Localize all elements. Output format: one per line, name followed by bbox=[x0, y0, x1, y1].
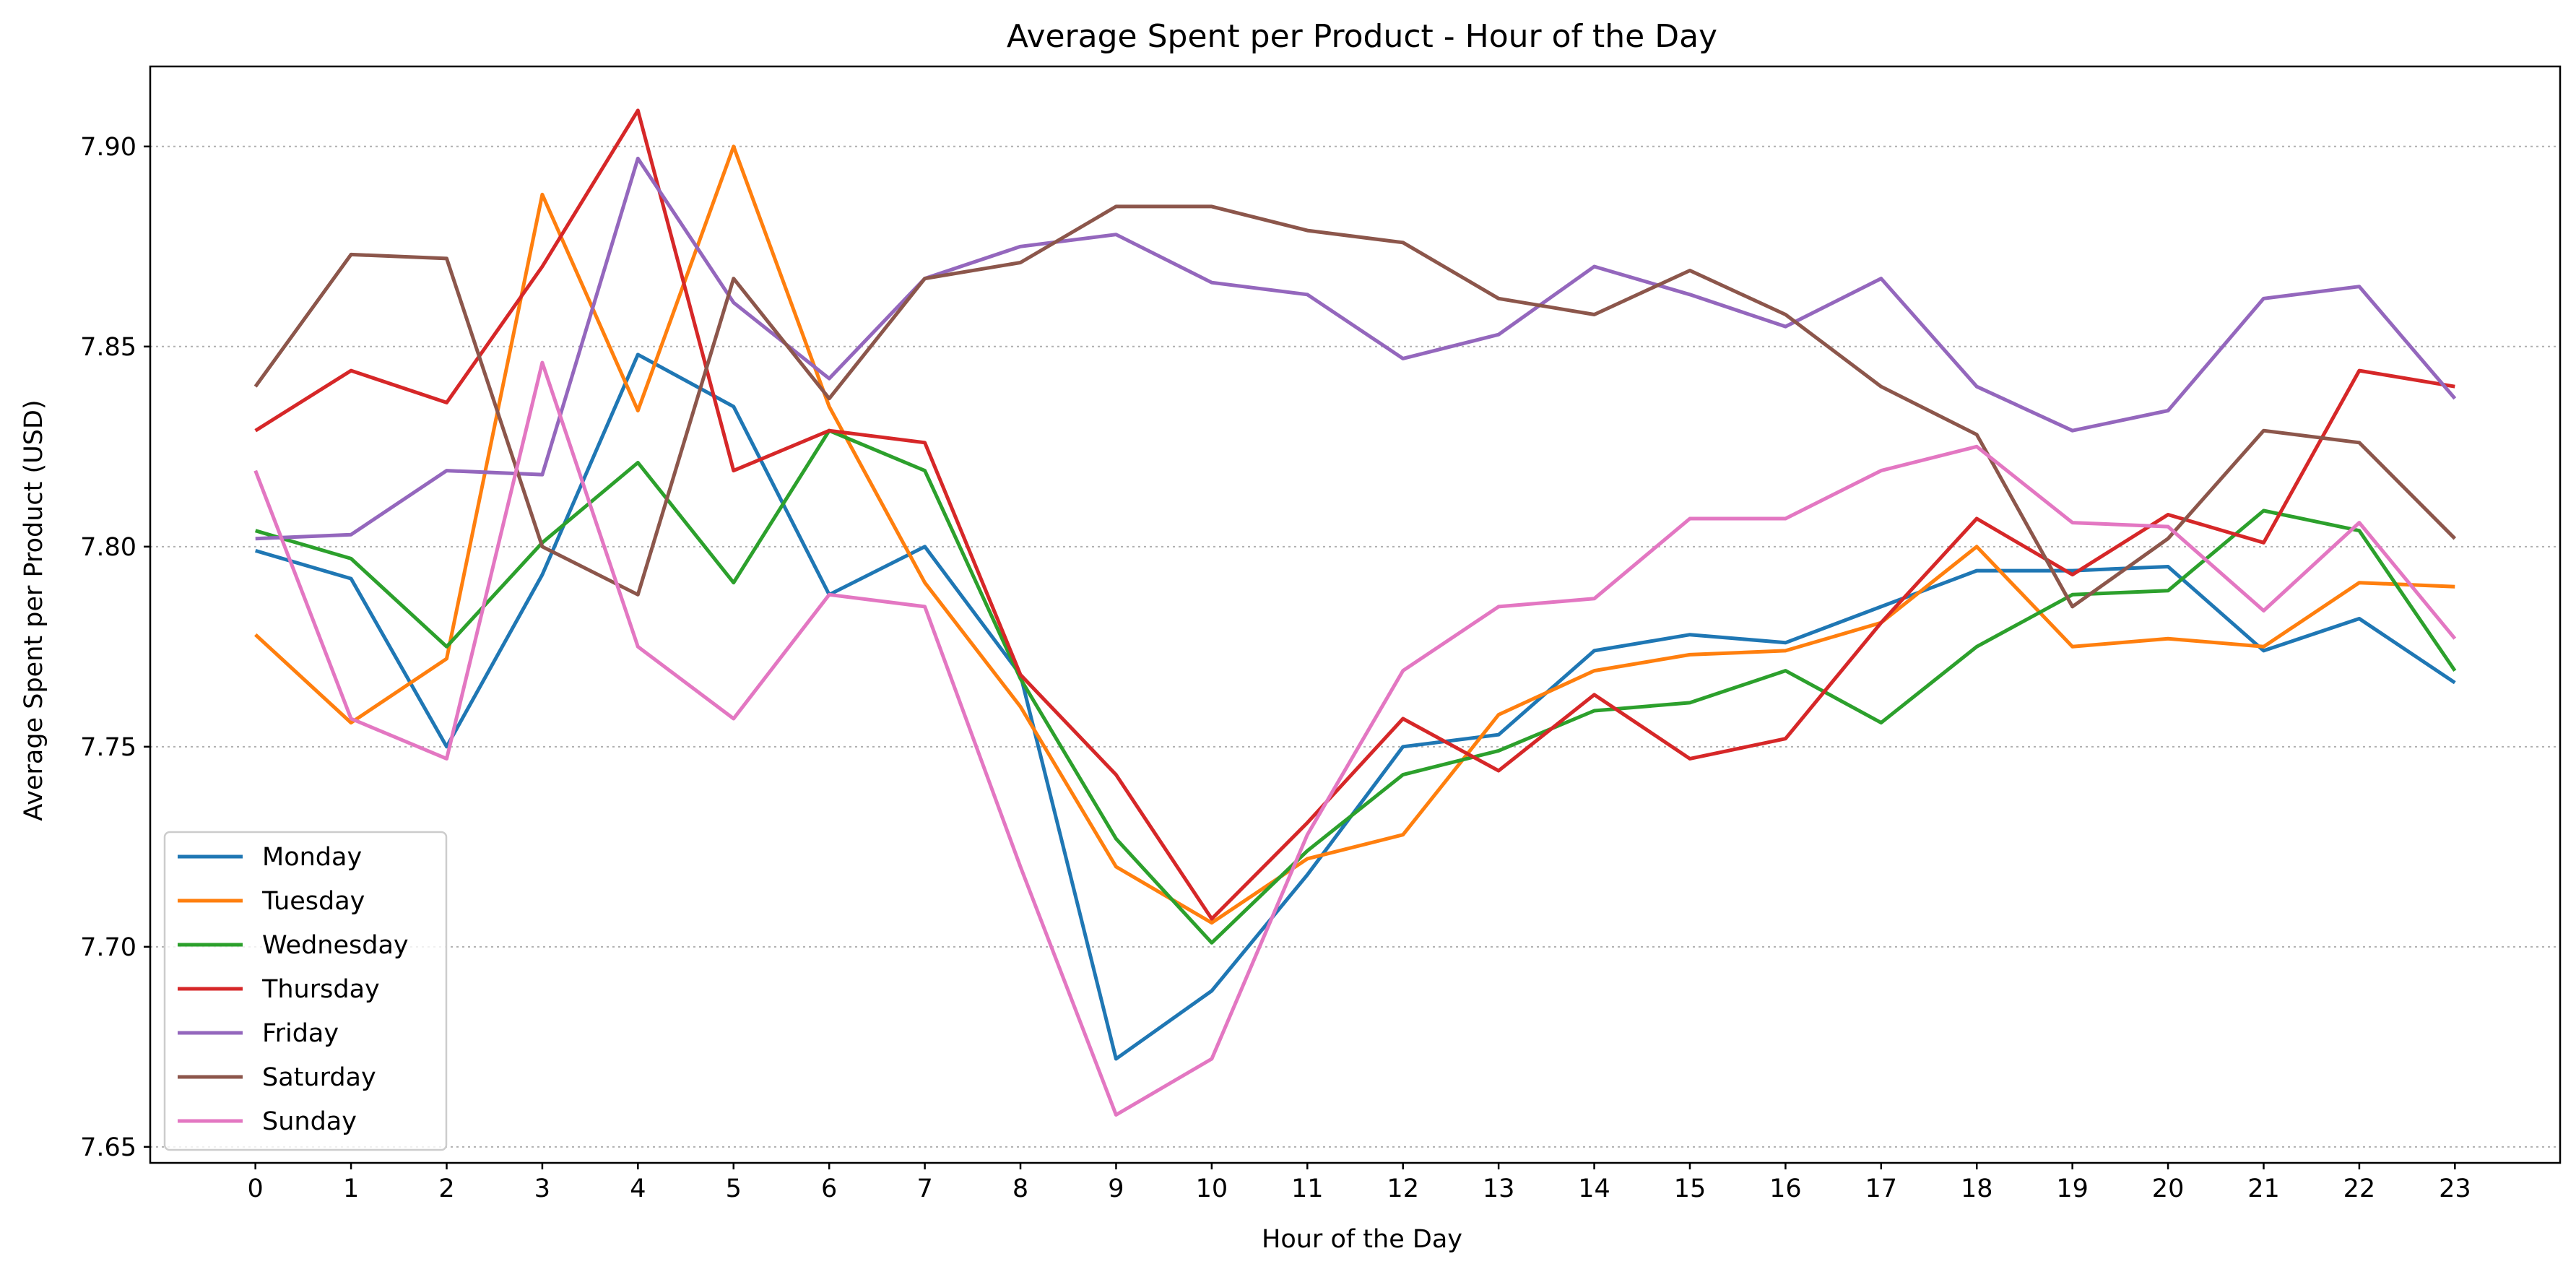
x-tick-label: 7 bbox=[916, 1174, 932, 1203]
legend-label-sunday: Sunday bbox=[262, 1107, 357, 1136]
y-tick-label: 7.80 bbox=[80, 533, 136, 562]
legend-frame bbox=[163, 831, 448, 1151]
x-tick-label: 13 bbox=[1483, 1174, 1515, 1203]
series-line-friday bbox=[255, 156, 2457, 541]
series-layer bbox=[253, 108, 2457, 1117]
series-line-sunday bbox=[253, 360, 2457, 1117]
x-tick-label: 8 bbox=[1012, 1174, 1028, 1203]
plot-area-frame bbox=[149, 65, 2562, 1164]
x-tick-label: 3 bbox=[534, 1174, 550, 1203]
y-axis: 7.65 7.70 7.75 7.80 7.85 7.90 bbox=[80, 133, 150, 1162]
x-tick-label: 15 bbox=[1674, 1174, 1707, 1203]
y-tick-label: 7.85 bbox=[80, 333, 136, 362]
legend-label-thursday: Thursday bbox=[261, 975, 380, 1004]
x-tick-label: 17 bbox=[1865, 1174, 1898, 1203]
x-tick-label: 4 bbox=[630, 1174, 646, 1203]
x-tick-label: 2 bbox=[438, 1174, 454, 1203]
x-axis-title: Hour of the Day bbox=[1262, 1225, 1462, 1254]
x-tick-label: 20 bbox=[2152, 1174, 2185, 1203]
legend-label-saturday: Saturday bbox=[262, 1063, 376, 1092]
x-tick-label: 19 bbox=[2056, 1174, 2089, 1203]
y-axis-title: Average Spent per Product (USD) bbox=[19, 399, 48, 821]
x-tick-label: 16 bbox=[1769, 1174, 1802, 1203]
legend: Monday Tuesday Wednesday Thursday Friday Satu… bbox=[163, 831, 448, 1151]
x-tick-label: 11 bbox=[1291, 1174, 1324, 1203]
series-line-thursday bbox=[254, 108, 2455, 921]
x-tick-label: 18 bbox=[1961, 1174, 1993, 1203]
legend-label-monday: Monday bbox=[262, 843, 362, 872]
chart-title: Average Spent per Product - Hour of the … bbox=[1007, 18, 1717, 55]
x-tick-label: 22 bbox=[2343, 1174, 2376, 1203]
x-tick-label: 12 bbox=[1387, 1174, 1419, 1203]
legend-label-friday: Friday bbox=[262, 1019, 339, 1048]
legend-label-wednesday: Wednesday bbox=[262, 931, 409, 960]
y-tick-label: 7.65 bbox=[80, 1133, 136, 1162]
x-tick-label: 14 bbox=[1578, 1174, 1610, 1203]
x-tick-label: 6 bbox=[821, 1174, 837, 1203]
x-tick-label: 23 bbox=[2439, 1174, 2471, 1203]
series-line-saturday bbox=[253, 204, 2457, 609]
series-line-tuesday bbox=[254, 144, 2455, 925]
x-axis: 0 1 2 3 4 5 6 7 8 9 10 11 12 13 14 15 16 17 18 19 20 21 22 23 bbox=[248, 1163, 2471, 1203]
x-tick-label: 21 bbox=[2247, 1174, 2280, 1203]
x-tick-label: 0 bbox=[248, 1174, 264, 1203]
x-tick-label: 1 bbox=[343, 1174, 359, 1203]
x-tick-label: 9 bbox=[1108, 1174, 1124, 1203]
y-tick-label: 7.70 bbox=[80, 933, 136, 962]
y-tick-label: 7.90 bbox=[80, 133, 136, 162]
x-tick-label: 10 bbox=[1196, 1174, 1228, 1203]
x-tick-label: 5 bbox=[726, 1174, 742, 1203]
y-tick-label: 7.75 bbox=[80, 733, 136, 762]
legend-label-tuesday: Tuesday bbox=[261, 887, 365, 916]
